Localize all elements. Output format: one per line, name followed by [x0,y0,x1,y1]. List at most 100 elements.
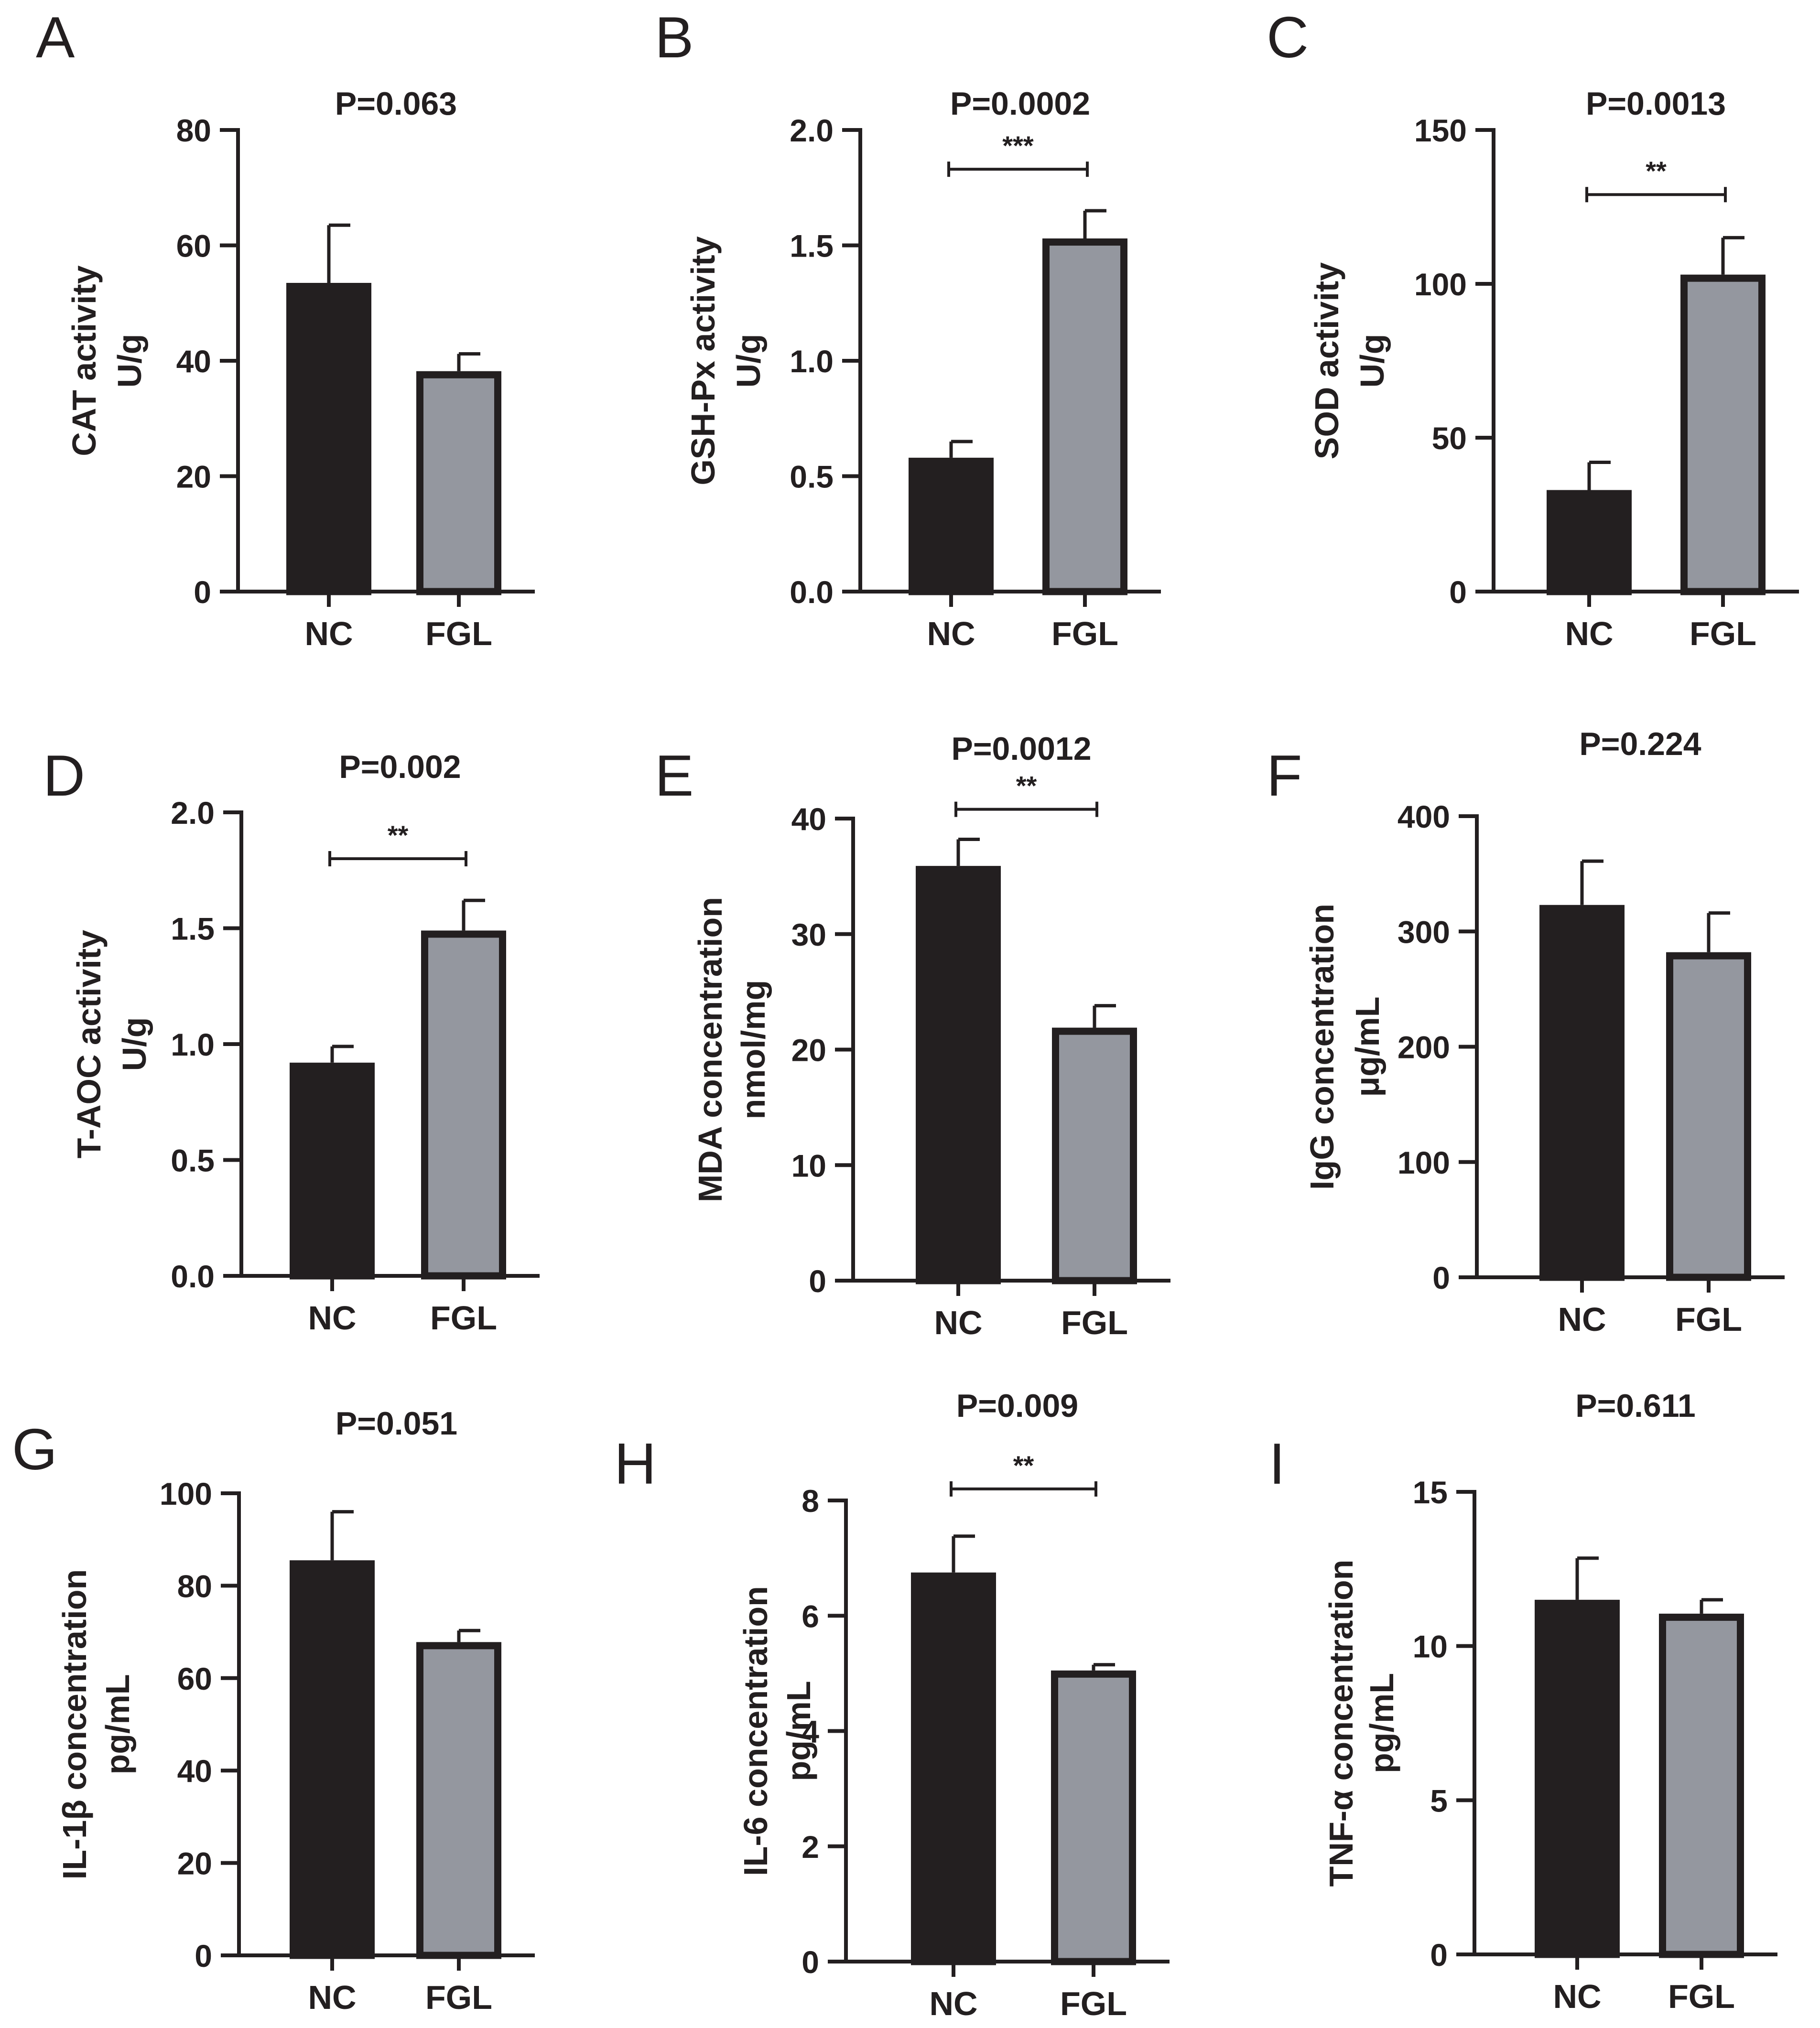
y-axis-unit: U/g [1354,334,1391,388]
panel-letter: H [614,1431,656,1496]
y-axis-unit: U/g [116,1017,153,1071]
y-tick-label: 30 [791,917,826,952]
y-tick-label: 40 [791,801,826,837]
significance-stars: ** [388,820,409,850]
panel-letter: G [12,1417,57,1482]
y-axis-unit: pg/mL [780,1681,817,1781]
p-value-title: P=0.0013 [1586,86,1726,122]
y-tick-label: 4 [802,1714,819,1749]
y-tick-label: 2.0 [171,795,215,831]
category-label-fgl: FGL [1061,1304,1128,1341]
y-tick-label: 40 [177,1753,212,1789]
y-tick-label: 100 [1398,1145,1450,1180]
y-tick-label: 60 [176,228,211,264]
y-tick-label: 400 [1398,799,1450,834]
y-axis-unit: pg/mL [1363,1673,1400,1773]
panel-letter: E [655,743,693,808]
category-label-nc: NC [1558,1301,1606,1338]
y-tick-label: 10 [791,1148,826,1183]
p-value-title: P=0.224 [1579,726,1701,762]
panel-h: H P=0.009 NC FGL 0 2 4 6 8 IL-6 concentration pg/m… [614,1388,1170,2022]
y-axis-unit: U/g [111,334,148,388]
y-tick-label: 80 [177,1568,212,1604]
y-tick-label: 0 [802,1944,819,1980]
p-value-title: P=0.0012 [951,731,1091,767]
y-axis-unit: nmol/mg [735,980,772,1120]
y-axis-label: SOD activity [1308,262,1345,459]
y-tick-label: 6 [802,1598,819,1634]
y-axis-label: GSH-Px activity [684,236,722,485]
bar-fgl [416,371,501,595]
y-tick-label: 15 [1413,1475,1448,1510]
y-axis-unit: pg/mL [99,1674,136,1775]
bar-fgl [1659,1613,1744,1958]
significance-stars: ** [1646,156,1667,186]
y-tick-label: 1.5 [790,228,834,264]
panel-f: F P=0.224 NC FGL 0 100 200 300 400 IgG concentrat… [1267,726,1785,1338]
y-tick-label: 0.0 [790,574,834,610]
p-value-title: P=0.0002 [950,86,1090,122]
significance-stars: ** [1016,771,1037,801]
y-tick-label: 80 [176,113,211,148]
category-label-nc: NC [929,1985,977,2022]
y-tick-label: 0 [195,1938,212,1974]
category-label-fgl: FGL [425,1979,492,2016]
significance-stars: ** [1013,1450,1034,1480]
category-label-nc: NC [934,1304,982,1341]
category-label-fgl: FGL [1675,1301,1742,1338]
panel-letter: D [43,743,85,808]
y-tick-label: 0 [194,574,211,610]
bar-nc [1535,1599,1620,1958]
y-tick-label: 60 [177,1661,212,1696]
y-tick-label: 200 [1398,1030,1450,1065]
bar-nc [1547,490,1632,595]
panel-letter: I [1269,1431,1285,1496]
bar-nc [1539,905,1625,1281]
category-label-nc: NC [927,615,975,652]
y-tick-label: 0 [809,1263,826,1299]
bar-nc [290,1062,375,1280]
p-value-title: P=0.051 [336,1405,457,1442]
bar-nc [290,1560,375,1959]
bar-nc [909,457,994,595]
y-tick-label: 20 [177,1846,212,1881]
category-label-nc: NC [1565,615,1613,652]
category-label-nc: NC [1553,1978,1601,2015]
bar-fgl [416,1642,501,1959]
y-tick-label: 100 [160,1476,212,1511]
panel-letter: F [1267,743,1302,808]
y-tick-label: 2.0 [790,113,834,148]
y-tick-label: 40 [176,344,211,379]
panel-letter: A [36,5,75,70]
panel-g: G P=0.051 NC FGL 0 20 40 60 80 100 IL-1β concentra… [12,1405,535,2016]
category-label-fgl: FGL [425,615,492,652]
panel-c: C P=0.0013 NC FGL 0 50 100 150 SOD activity U/g ** [1267,5,1799,652]
panel-a: A P=0.063 NC FGL 0 20 40 60 80 CAT activity U/g [36,5,535,652]
panel-letter: C [1267,5,1309,70]
y-tick-label: 0.0 [171,1259,215,1294]
y-tick-label: 20 [176,459,211,495]
y-axis-label: IgG concentration [1303,904,1341,1190]
category-label-nc: NC [304,615,353,652]
y-axis-label: CAT activity [65,265,103,456]
bar-fgl [1051,1670,1136,1965]
y-axis-unit: U/g [730,334,767,388]
y-tick-label: 300 [1398,914,1450,949]
bar-nc [286,282,371,595]
y-tick-label: 100 [1414,267,1467,302]
y-tick-label: 10 [1413,1629,1448,1664]
bar-nc [911,1572,996,1965]
p-value-title: P=0.611 [1575,1388,1695,1424]
category-label-fgl: FGL [1051,615,1118,652]
p-value-title: P=0.002 [339,749,461,785]
category-label-fgl: FGL [1668,1978,1735,2015]
y-tick-label: 0.5 [171,1143,215,1178]
panel-d: D P=0.002 NC FGL 0.0 0.5 1.0 1.5 2.0 T-AOC activi… [43,743,540,1337]
y-tick-label: 1.5 [171,911,215,947]
y-tick-label: 2 [802,1829,819,1865]
panel-b: B P=0.0002 NC FGL 0.0 0.5 1.0 1.5 2.0 GSH-Px acti… [655,5,1161,652]
category-label-nc: NC [308,1979,356,2016]
y-axis-label: IL-6 concentration [737,1586,774,1876]
panel-letter: B [655,5,693,70]
